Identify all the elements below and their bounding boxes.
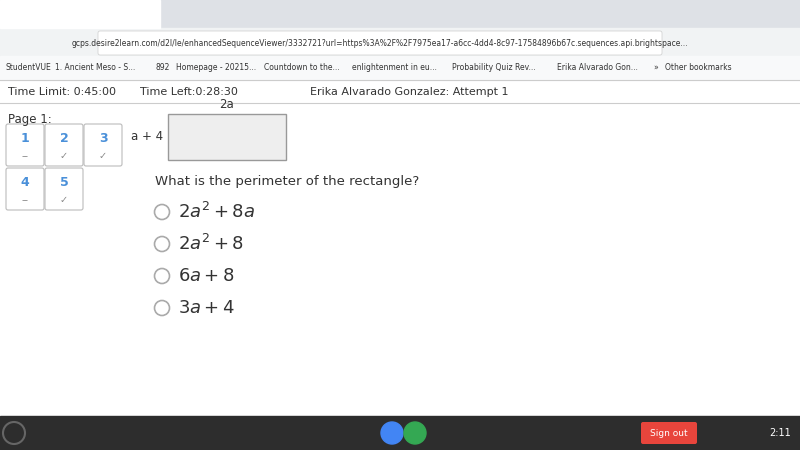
FancyBboxPatch shape bbox=[45, 168, 83, 210]
Text: ✓: ✓ bbox=[99, 151, 107, 161]
Text: What is the perimeter of the rectangle?: What is the perimeter of the rectangle? bbox=[155, 176, 419, 189]
FancyBboxPatch shape bbox=[6, 168, 44, 210]
Bar bbox=[0, 0, 800, 28]
Text: Countdown to the...: Countdown to the... bbox=[264, 63, 339, 72]
Text: 4: 4 bbox=[21, 176, 30, 189]
Bar bbox=[0, 0, 160, 28]
FancyBboxPatch shape bbox=[84, 124, 122, 166]
Text: StudentVUE: StudentVUE bbox=[5, 63, 50, 72]
Text: 2:11: 2:11 bbox=[769, 428, 791, 438]
Text: --: -- bbox=[22, 151, 29, 161]
Text: Erika Alvarado Gonzalez: Attempt 1: Erika Alvarado Gonzalez: Attempt 1 bbox=[310, 87, 509, 97]
Text: 1: 1 bbox=[21, 131, 30, 144]
Text: --: -- bbox=[22, 195, 29, 205]
Text: ✓: ✓ bbox=[60, 151, 68, 161]
Bar bbox=[0, 28, 800, 56]
FancyBboxPatch shape bbox=[98, 31, 662, 55]
Text: enlightenment in eu...: enlightenment in eu... bbox=[352, 63, 437, 72]
Text: »: » bbox=[653, 63, 658, 72]
Text: gcps.desire2learn.com/d2l/le/enhancedSequenceViewer/3332721?url=https%3A%2F%2F79: gcps.desire2learn.com/d2l/le/enhancedSeq… bbox=[72, 39, 688, 48]
Text: 2a: 2a bbox=[220, 98, 234, 111]
Text: 5: 5 bbox=[60, 176, 68, 189]
Text: 2: 2 bbox=[60, 131, 68, 144]
Text: ✓: ✓ bbox=[60, 195, 68, 205]
Bar bbox=[0, 56, 800, 80]
Text: Other bookmarks: Other bookmarks bbox=[665, 63, 732, 72]
Circle shape bbox=[381, 422, 403, 444]
Text: Time Left:0:28:30: Time Left:0:28:30 bbox=[140, 87, 238, 97]
Text: $6a + 8$: $6a + 8$ bbox=[178, 267, 234, 285]
Text: 892: 892 bbox=[155, 63, 170, 72]
Text: $3a + 4$: $3a + 4$ bbox=[178, 299, 235, 317]
FancyBboxPatch shape bbox=[45, 124, 83, 166]
Text: Probability Quiz Rev...: Probability Quiz Rev... bbox=[452, 63, 536, 72]
Bar bbox=[168, 114, 286, 160]
Text: Time Limit: 0:45:00: Time Limit: 0:45:00 bbox=[8, 87, 116, 97]
Bar bbox=[0, 416, 800, 450]
Text: 3: 3 bbox=[98, 131, 107, 144]
Text: Homepage - 20215...: Homepage - 20215... bbox=[176, 63, 256, 72]
Circle shape bbox=[404, 422, 426, 444]
Text: Erika Alvarado Gon...: Erika Alvarado Gon... bbox=[557, 63, 638, 72]
FancyBboxPatch shape bbox=[6, 124, 44, 166]
Text: Page 1:: Page 1: bbox=[8, 113, 52, 126]
Text: 1. Ancient Meso - S...: 1. Ancient Meso - S... bbox=[55, 63, 135, 72]
Text: $2a^2 + 8$: $2a^2 + 8$ bbox=[178, 234, 244, 254]
Text: a + 4: a + 4 bbox=[131, 130, 163, 144]
Text: Sign out: Sign out bbox=[650, 428, 688, 437]
FancyBboxPatch shape bbox=[641, 422, 697, 444]
Text: $2a^2 + 8a$: $2a^2 + 8a$ bbox=[178, 202, 255, 222]
